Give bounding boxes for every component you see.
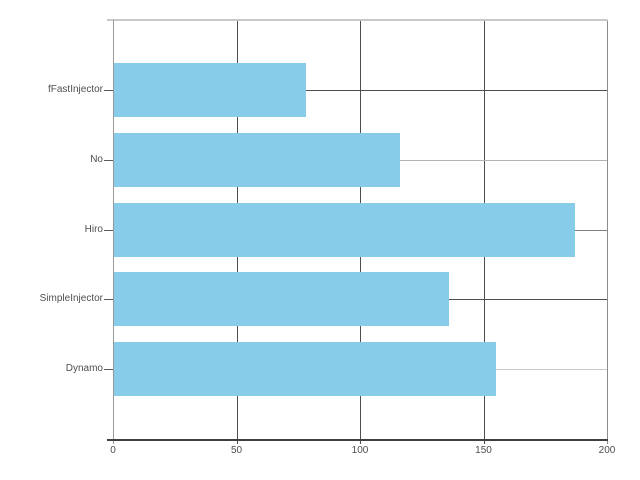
x-tick-label: 100 <box>351 445 369 456</box>
plot-border-right <box>607 20 608 444</box>
y-axis-line <box>113 20 114 444</box>
y-tick-mark <box>104 90 113 91</box>
bar-ffastinjector <box>113 63 306 117</box>
gridline-category-center <box>113 90 607 91</box>
y-axis-label-hiro: Hiro <box>84 224 103 235</box>
y-tick-mark <box>104 299 113 300</box>
bar-hiro <box>113 203 575 257</box>
y-tick-mark <box>104 230 113 231</box>
y-tick-mark <box>104 160 113 161</box>
y-tick-mark <box>104 369 113 370</box>
x-tick-label: 50 <box>230 445 243 456</box>
bar-simpleinjector <box>113 272 449 326</box>
y-axis-label-ffastinjector: fFastInjector <box>47 84 103 95</box>
x-tick-label: 0 <box>110 445 116 456</box>
plot-border-top <box>107 19 608 21</box>
bar-dynamo <box>113 342 496 396</box>
x-axis-line <box>107 439 608 441</box>
bar-no <box>113 133 400 187</box>
x-tick-label: 200 <box>598 445 616 456</box>
x-tick-label: 150 <box>475 445 492 456</box>
y-axis-label-dynamo: Dynamo <box>65 363 103 374</box>
y-axis-label-simpleinjector: SimpleInjector <box>39 293 103 304</box>
y-axis-label-no: No <box>90 154 103 165</box>
